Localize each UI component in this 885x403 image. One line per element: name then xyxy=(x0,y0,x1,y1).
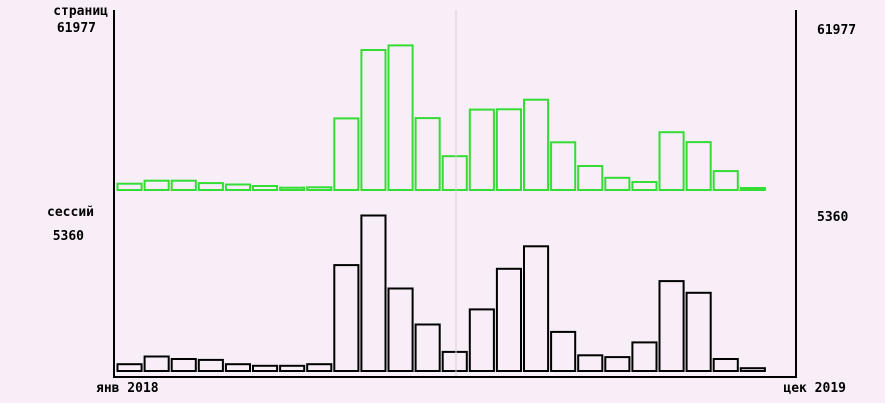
top-max-left: 61977 xyxy=(57,21,96,36)
pageviews-bar xyxy=(577,165,604,191)
pageviews-bar xyxy=(143,179,170,191)
sessions-bar xyxy=(441,350,468,372)
sessions-bar xyxy=(252,364,279,372)
pageviews-bar xyxy=(712,170,739,192)
x-end-label: цек 2019 xyxy=(783,381,846,396)
sessions-bar xyxy=(279,364,306,372)
sessions-bar xyxy=(685,291,712,372)
bottom-series-name: сессий xyxy=(47,205,94,220)
sessions-bar xyxy=(197,358,224,372)
pageviews-bar xyxy=(306,186,333,192)
pageviews-bar xyxy=(631,181,658,191)
pageviews-bar xyxy=(279,186,306,191)
sessions-bar xyxy=(604,356,631,373)
top-max-right: 61977 xyxy=(817,23,856,38)
x-start-label: янв 2018 xyxy=(96,381,159,396)
sessions-bar xyxy=(360,214,387,372)
sessions-bar xyxy=(658,280,685,373)
pageviews-bar xyxy=(739,187,766,191)
sessions-bar xyxy=(170,358,197,372)
sessions-bar xyxy=(712,358,739,372)
bottom-max-left: 5360 xyxy=(53,229,84,244)
sessions-bar xyxy=(468,308,495,372)
pageviews-bar xyxy=(252,185,279,191)
pageviews-bars xyxy=(116,44,766,192)
sessions-bar xyxy=(414,323,441,372)
pageviews-bar xyxy=(441,155,468,191)
pageviews-bar xyxy=(468,108,495,191)
sessions-bar xyxy=(333,264,360,373)
sessions-bar xyxy=(224,363,251,373)
pageviews-bar xyxy=(170,179,197,191)
sessions-bar xyxy=(306,363,333,373)
sessions-bars xyxy=(116,214,766,373)
pageviews-bar xyxy=(523,98,550,191)
sessions-bar xyxy=(631,341,658,372)
pageviews-bar xyxy=(116,182,143,191)
top-series-name: страниц xyxy=(53,4,108,19)
sessions-bar xyxy=(550,330,577,372)
pageviews-bar xyxy=(387,44,414,192)
sessions-bar xyxy=(577,354,604,372)
sessions-bar xyxy=(495,267,522,372)
pageviews-bar xyxy=(658,131,685,191)
pageviews-bar xyxy=(360,49,387,191)
pageviews-bar xyxy=(495,108,522,191)
sessions-bar xyxy=(143,355,170,372)
pageviews-bar xyxy=(604,176,631,192)
pageviews-bar xyxy=(197,182,224,192)
bottom-max-right: 5360 xyxy=(817,210,848,225)
pageviews-bar xyxy=(550,141,577,192)
pageviews-bar xyxy=(685,141,712,192)
pageviews-bar xyxy=(414,117,441,191)
sessions-bar xyxy=(387,287,414,372)
pageviews-bar xyxy=(224,183,251,191)
sessions-bar xyxy=(739,367,766,373)
sessions-bar xyxy=(116,363,143,373)
pageviews-bar xyxy=(333,117,360,191)
sessions-bar xyxy=(523,245,550,372)
